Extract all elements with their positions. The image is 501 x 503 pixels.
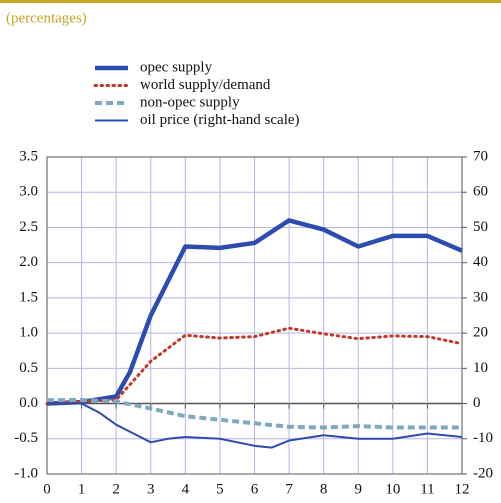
- x-tick-label: 11: [420, 481, 434, 497]
- y-tick-label: 1.0: [19, 325, 38, 341]
- y2-tick-label: 20: [473, 325, 488, 341]
- y-tick-label: 1.5: [19, 289, 38, 305]
- legend-label: non-opec supply: [140, 94, 240, 110]
- y-tick-label: 2.5: [19, 219, 38, 235]
- chart-subtitle: (percentages): [6, 10, 87, 26]
- y2-tick-label: -20: [473, 465, 493, 481]
- top-bar: [0, 0, 501, 3]
- series-line: [47, 402, 463, 449]
- plot-frame: [46, 156, 463, 475]
- y2-tick-label: 0: [473, 395, 481, 411]
- y2-tick-label: 60: [473, 184, 488, 200]
- y2-tick-label: -10: [473, 430, 493, 446]
- y-tick-label: 2.0: [19, 254, 38, 270]
- x-tick-label: 1: [78, 481, 86, 497]
- series-line: [45, 326, 464, 406]
- legend-label: oil price (right-hand scale): [140, 112, 300, 128]
- legend-label: opec supply: [140, 59, 213, 75]
- y-tick-label: 3.0: [19, 184, 38, 200]
- legend-label: world supply/demand: [140, 77, 271, 93]
- series-line: [47, 398, 462, 430]
- x-tick-label: 5: [216, 481, 224, 497]
- y-tick-label: 0.0: [19, 395, 38, 411]
- y2-tick-label: 10: [473, 360, 488, 376]
- x-tick-label: 2: [112, 481, 120, 497]
- x-tick-label: 6: [251, 481, 259, 497]
- y2-tick-label: 70: [473, 148, 488, 164]
- y-tick-label: -0.5: [14, 430, 38, 446]
- x-tick-label: 4: [182, 481, 190, 497]
- x-tick-label: 10: [385, 481, 400, 497]
- y-tick-label: -1.0: [14, 465, 38, 481]
- series-line: [46, 218, 463, 406]
- x-tick-label: 9: [355, 481, 363, 497]
- x-tick-label: 12: [455, 481, 470, 497]
- x-tick-label: 8: [320, 481, 328, 497]
- x-tick-label: 7: [285, 481, 293, 497]
- y2-tick-label: 50: [473, 219, 488, 235]
- y2-tick-label: 30: [473, 289, 488, 305]
- x-tick-label: 3: [147, 481, 155, 497]
- y2-tick-label: 40: [473, 254, 488, 270]
- y-tick-label: 3.5: [19, 148, 38, 164]
- x-tick-label: 0: [43, 481, 51, 497]
- y-tick-label: 0.5: [19, 360, 38, 376]
